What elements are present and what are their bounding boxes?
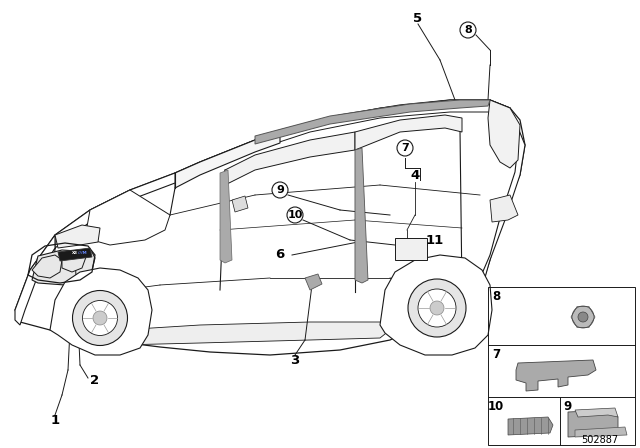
Text: 7: 7 <box>401 143 409 153</box>
Polygon shape <box>38 173 175 275</box>
Polygon shape <box>62 252 86 272</box>
Polygon shape <box>32 255 62 278</box>
Polygon shape <box>355 115 462 150</box>
Ellipse shape <box>408 279 466 337</box>
Polygon shape <box>255 100 490 144</box>
Text: 10: 10 <box>488 401 504 414</box>
Polygon shape <box>220 170 232 263</box>
Text: ///M: ///M <box>77 251 86 255</box>
Polygon shape <box>575 408 618 417</box>
Circle shape <box>272 182 288 198</box>
Text: 8: 8 <box>464 25 472 35</box>
Circle shape <box>287 207 303 223</box>
Text: 9: 9 <box>276 185 284 195</box>
Text: 10: 10 <box>287 210 303 220</box>
Text: 2: 2 <box>90 374 100 387</box>
Polygon shape <box>568 410 618 437</box>
Polygon shape <box>232 196 248 212</box>
Circle shape <box>460 22 476 38</box>
Polygon shape <box>460 100 525 312</box>
Text: 3: 3 <box>291 353 300 366</box>
Polygon shape <box>380 255 492 355</box>
Polygon shape <box>488 100 520 168</box>
Ellipse shape <box>83 301 118 336</box>
Bar <box>395 238 427 260</box>
Circle shape <box>397 140 413 156</box>
Polygon shape <box>575 427 627 437</box>
Polygon shape <box>15 235 55 325</box>
Polygon shape <box>490 195 518 222</box>
Polygon shape <box>175 100 510 183</box>
Text: 6: 6 <box>275 249 285 262</box>
Text: 11: 11 <box>426 233 444 246</box>
Text: X3: X3 <box>72 251 78 255</box>
Polygon shape <box>225 132 355 185</box>
Ellipse shape <box>418 289 456 327</box>
Text: 9: 9 <box>564 401 572 414</box>
Ellipse shape <box>72 290 127 345</box>
Polygon shape <box>15 100 525 355</box>
Text: 502887: 502887 <box>581 435 619 445</box>
Polygon shape <box>355 148 368 283</box>
Bar <box>488 287 635 445</box>
Polygon shape <box>175 132 280 188</box>
Polygon shape <box>85 190 170 245</box>
Ellipse shape <box>93 311 107 325</box>
Polygon shape <box>516 360 596 391</box>
Polygon shape <box>85 322 390 348</box>
Polygon shape <box>55 225 100 248</box>
Ellipse shape <box>578 312 588 322</box>
Text: 8: 8 <box>492 290 500 303</box>
Text: 1: 1 <box>51 414 60 426</box>
Ellipse shape <box>572 306 594 328</box>
Polygon shape <box>508 417 553 435</box>
Ellipse shape <box>430 301 444 315</box>
Text: 4: 4 <box>410 168 420 181</box>
Polygon shape <box>58 248 92 261</box>
Polygon shape <box>32 250 95 285</box>
Polygon shape <box>305 274 322 290</box>
Text: 5: 5 <box>413 12 422 25</box>
Text: 7: 7 <box>492 349 500 362</box>
Polygon shape <box>50 268 152 355</box>
